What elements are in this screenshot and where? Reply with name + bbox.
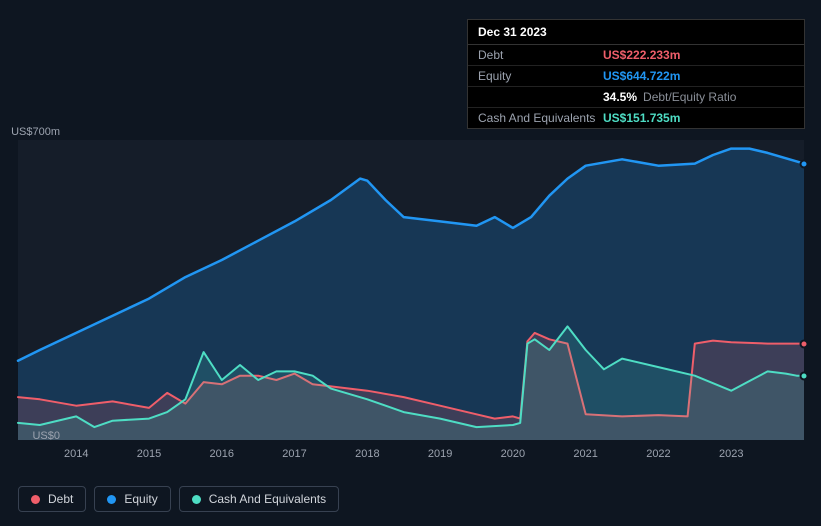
equity-end-marker bbox=[800, 159, 809, 168]
tooltip-row-label: Equity bbox=[478, 69, 603, 83]
legend-item-equity[interactable]: Equity bbox=[94, 486, 170, 512]
x-tick-label: 2021 bbox=[573, 448, 597, 460]
x-tick-label: 2023 bbox=[719, 448, 743, 460]
y-tick-label: US$700m bbox=[2, 126, 60, 138]
x-tick-label: 2015 bbox=[137, 448, 161, 460]
x-axis: 2014 2015 2016 2017 2018 2019 2020 2021 2022 2023 bbox=[0, 448, 821, 468]
tooltip-row-value: US$644.722m bbox=[603, 69, 680, 83]
debt-end-marker bbox=[800, 339, 809, 348]
x-tick-label: 2018 bbox=[355, 448, 379, 460]
legend-label: Cash And Equivalents bbox=[209, 492, 326, 506]
cash-end-marker bbox=[800, 371, 809, 380]
tooltip-row-label: Debt bbox=[478, 48, 603, 62]
cash-color-dot bbox=[192, 495, 201, 504]
debt-color-dot bbox=[31, 495, 40, 504]
x-tick-label: 2022 bbox=[646, 448, 670, 460]
y-tick-label: US$0 bbox=[2, 430, 60, 442]
x-tick-label: 2014 bbox=[64, 448, 88, 460]
legend-label: Debt bbox=[48, 492, 73, 506]
tooltip-row-value: US$151.735m bbox=[603, 111, 680, 125]
tooltip-row: Cash And EquivalentsUS$151.735m bbox=[468, 108, 804, 128]
tooltip-row-value: 34.5%Debt/Equity Ratio bbox=[603, 90, 736, 104]
chart-tooltip: Dec 31 2023 DebtUS$222.233mEquityUS$644.… bbox=[467, 19, 805, 129]
equity-color-dot bbox=[107, 495, 116, 504]
tooltip-row: 34.5%Debt/Equity Ratio bbox=[468, 87, 804, 108]
tooltip-rows: DebtUS$222.233mEquityUS$644.722m34.5%Deb… bbox=[468, 45, 804, 128]
tooltip-row: DebtUS$222.233m bbox=[468, 45, 804, 66]
x-tick-label: 2020 bbox=[501, 448, 525, 460]
x-tick-label: 2016 bbox=[210, 448, 234, 460]
x-tick-label: 2019 bbox=[428, 448, 452, 460]
tooltip-row-suffix: Debt/Equity Ratio bbox=[643, 90, 736, 104]
tooltip-row: EquityUS$644.722m bbox=[468, 66, 804, 87]
legend-item-debt[interactable]: Debt bbox=[18, 486, 86, 512]
x-tick-label: 2017 bbox=[282, 448, 306, 460]
tooltip-row-value: US$222.233m bbox=[603, 48, 680, 62]
tooltip-date: Dec 31 2023 bbox=[468, 20, 804, 45]
tooltip-row-label bbox=[478, 90, 603, 104]
legend-label: Equity bbox=[124, 492, 157, 506]
chart-legend: Debt Equity Cash And Equivalents bbox=[18, 486, 339, 512]
tooltip-row-label: Cash And Equivalents bbox=[478, 111, 603, 125]
legend-item-cash[interactable]: Cash And Equivalents bbox=[179, 486, 339, 512]
